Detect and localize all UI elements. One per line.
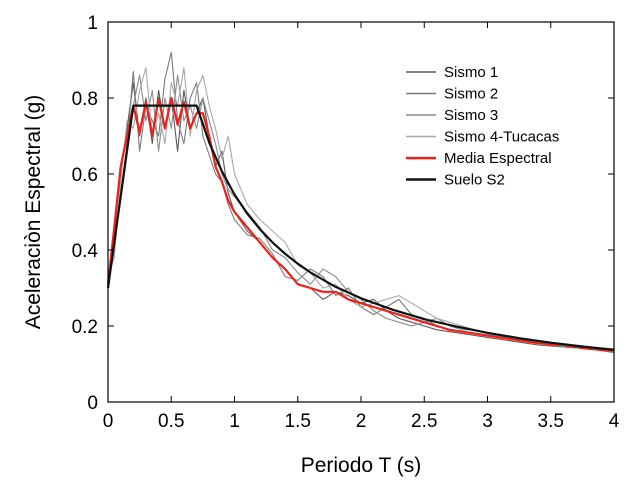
series-line-5 (106, 104, 615, 351)
series-layer (106, 51, 615, 354)
y-tick-label: 0.8 (72, 89, 98, 110)
legend-label: Sismo 2 (444, 86, 498, 103)
legend: Sismo 1 Sismo 2 Sismo 3 Sismo 4-Tucacas Medi… (406, 64, 559, 189)
x-tick-label: 2 (356, 411, 367, 432)
x-tick-label: 0.5 (158, 411, 184, 432)
y-tick-label: 0.6 (72, 165, 98, 186)
x-tick-label: 3.5 (538, 411, 564, 432)
y-tick-label: 0.4 (72, 241, 99, 262)
legend-label: Suelo S2 (444, 172, 505, 189)
x-tick-label: 1.5 (285, 411, 311, 432)
series-line-3 (107, 67, 615, 350)
x-tick-label: 2.5 (411, 411, 437, 432)
series-line-4 (106, 96, 615, 352)
y-tick-label: 1 (87, 13, 98, 34)
series-line-1 (107, 51, 615, 354)
y-tick-label: 0 (87, 393, 98, 414)
x-tick-label: 4 (609, 411, 620, 432)
series-line-2 (107, 74, 615, 352)
series-line-0 (107, 82, 615, 352)
x-tick-label: 0 (103, 411, 114, 432)
x-tick-label: 1 (229, 411, 240, 432)
y-axis-title: Aceleraciòn Espectral (g) (22, 95, 45, 330)
tick-layer: 0 0.5 1 1.5 2 2.5 3 3.5 4 0 0.2 0.4 0.6 0.8 1 (72, 13, 620, 432)
legend-label: Sismo 3 (444, 107, 498, 124)
legend-label: Sismo 4-Tucacas (444, 129, 559, 146)
x-axis-title: Periodo T (s) (301, 454, 422, 477)
legend-label: Media Espectral (444, 150, 552, 167)
legend-label: Sismo 1 (444, 64, 498, 81)
x-tick-label: 3 (482, 411, 493, 432)
y-tick-label: 0.2 (72, 317, 98, 338)
